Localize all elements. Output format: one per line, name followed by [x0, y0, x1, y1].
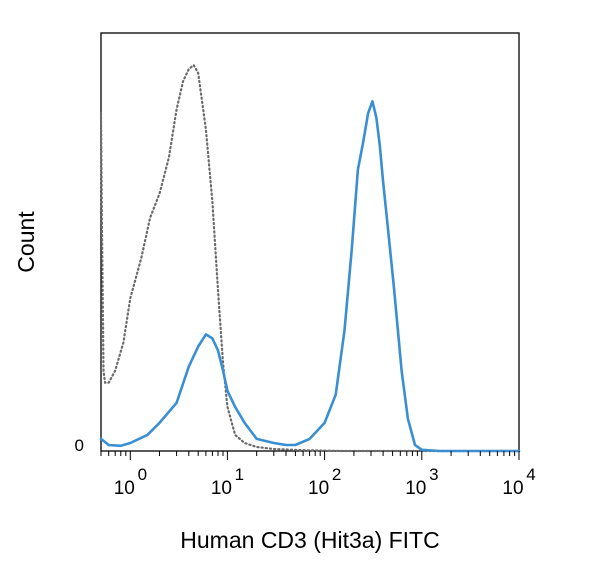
- x-tick-label-exponent: 3: [429, 465, 438, 484]
- y-axis-label: Count: [13, 211, 39, 273]
- x-tick-label: 10: [211, 478, 232, 499]
- x-tick-label: 10: [405, 478, 426, 499]
- x-tick-label-exponent: 1: [235, 465, 244, 484]
- x-axis-label: Human CD3 (Hit3a) FITC: [180, 527, 439, 553]
- x-tick-label: 10: [114, 478, 135, 499]
- x-tick-label: 10: [308, 478, 329, 499]
- series-layer: [99, 63, 521, 453]
- x-tick-label: 10: [502, 478, 523, 499]
- y-axis-tick-labels: 0: [75, 436, 84, 455]
- x-tick-label-exponent: 0: [138, 465, 147, 484]
- x-axis-ticks: [100, 451, 520, 460]
- x-tick-label-exponent: 2: [332, 465, 341, 484]
- y-tick-label: 0: [75, 436, 84, 455]
- series-line-cd3-fitc: [99, 100, 521, 453]
- plot-frame: [100, 32, 520, 452]
- series-line-isotype-control: [99, 63, 521, 453]
- x-tick-label-exponent: 4: [526, 465, 535, 484]
